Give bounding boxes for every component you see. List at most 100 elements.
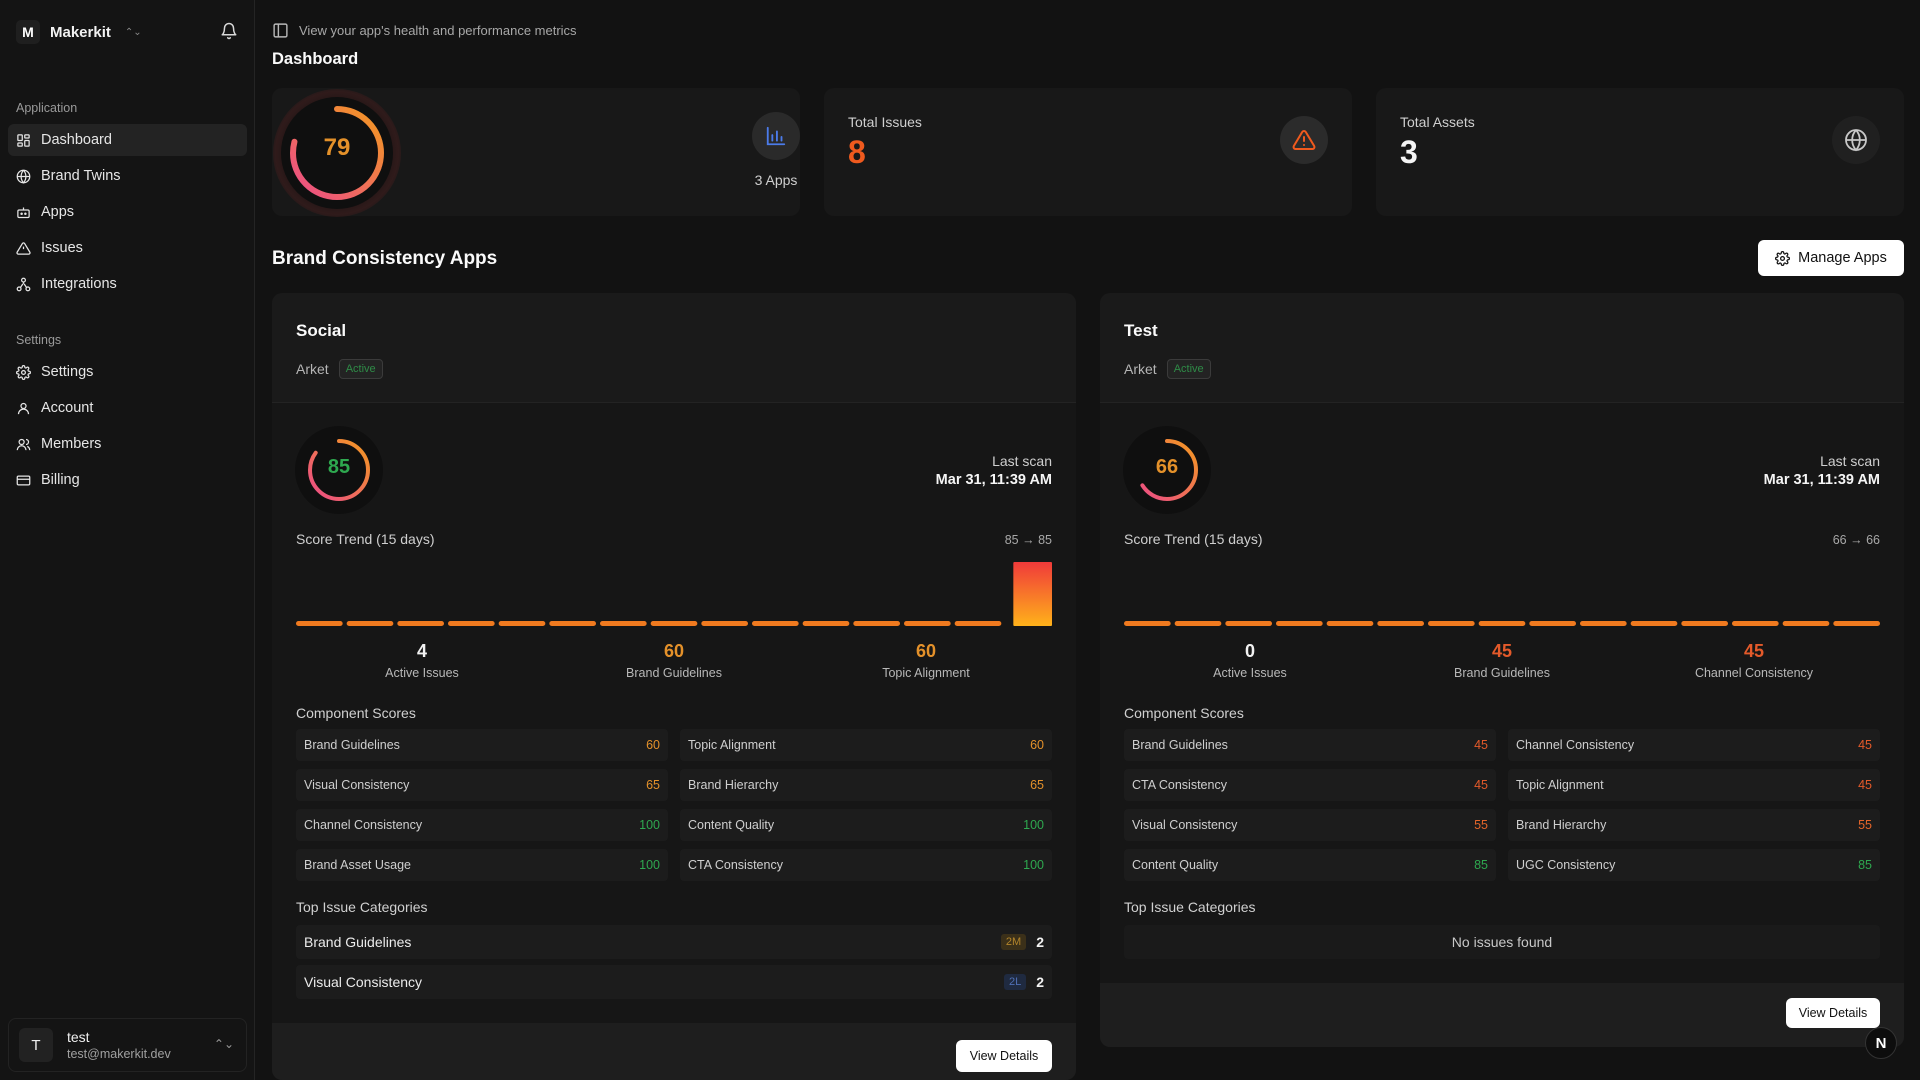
score-trend-chart bbox=[1124, 621, 1880, 626]
app-name: Test bbox=[1124, 321, 1158, 340]
trend-bar bbox=[600, 621, 647, 626]
metric-value: 60 bbox=[663, 641, 685, 661]
trend-bar bbox=[802, 621, 850, 626]
view-details-button[interactable]: View Details bbox=[1786, 998, 1880, 1028]
overall-score-ring bbox=[273, 89, 401, 217]
issue-category-row[interactable]: Visual Consistency 2L 2 bbox=[296, 965, 1052, 999]
sidebar-item-billing[interactable]: Billing bbox=[8, 464, 247, 496]
sidebar-item-dashboard[interactable]: Dashboard bbox=[8, 124, 247, 156]
globe-icon-wrap bbox=[1832, 116, 1880, 164]
trend-bar bbox=[701, 621, 748, 626]
metric-brand-guidelines: 60 Brand Guidelines bbox=[548, 641, 800, 680]
manage-apps-button[interactable]: Manage Apps bbox=[1758, 240, 1904, 276]
card-icon bbox=[16, 475, 31, 485]
top-issues-list: Brand Guidelines 2M 2 Visual Consistency… bbox=[296, 925, 1052, 1005]
component-score-row: Channel Consistency 45 bbox=[1508, 729, 1880, 761]
trend-bar bbox=[853, 621, 900, 626]
page-subtitle: View your app's health and performance m… bbox=[299, 23, 577, 38]
trend-bar bbox=[1326, 621, 1374, 626]
topbar: View your app's health and performance m… bbox=[272, 22, 577, 39]
sidebar: M Makerkit ⌃⌄ Application Dashboard Bran… bbox=[0, 0, 255, 1080]
trend-bar bbox=[296, 621, 343, 626]
sidebar-item-integrations[interactable]: Integrations bbox=[8, 268, 247, 300]
metric-value: 4 bbox=[416, 641, 427, 661]
trend-bar bbox=[1732, 621, 1779, 626]
component-name: Content Quality bbox=[688, 818, 775, 832]
component-scores: Brand Guidelines 45 Channel Consistency 45 C… bbox=[1124, 729, 1880, 881]
component-name: Brand Hierarchy bbox=[1516, 818, 1607, 832]
bot-icon bbox=[17, 207, 30, 218]
app-score-value: 85 bbox=[327, 456, 351, 478]
section-title: Brand Consistency Apps bbox=[272, 248, 498, 269]
component-score-row: Brand Hierarchy 55 bbox=[1508, 809, 1880, 841]
sidebar-item-label: Account bbox=[41, 400, 94, 416]
component-score-row: Brand Hierarchy 65 bbox=[680, 769, 1052, 801]
gear-icon bbox=[16, 364, 31, 380]
component-score: 85 bbox=[1858, 858, 1872, 872]
sidebar-item-account[interactable]: Account bbox=[8, 392, 247, 424]
sidebar-item-settings[interactable]: Settings bbox=[8, 356, 247, 388]
total-assets-card: Total Assets 3 bbox=[1376, 88, 1904, 216]
assistant-fab[interactable]: N bbox=[1865, 1027, 1897, 1059]
component-score-row: Brand Guidelines 60 bbox=[296, 729, 668, 761]
app-card-footer: View Details bbox=[1100, 983, 1904, 1047]
user-icon bbox=[17, 402, 30, 414]
gear-icon bbox=[1775, 250, 1791, 266]
component-score: 45 bbox=[1474, 778, 1488, 792]
sidebar-item-issues[interactable]: Issues bbox=[8, 232, 247, 264]
component-score: 100 bbox=[639, 818, 660, 832]
component-name: Brand Guidelines bbox=[1132, 738, 1228, 752]
trend-bar bbox=[448, 621, 495, 626]
metric-active-issues: 0 Active Issues bbox=[1124, 641, 1376, 680]
component-scores-title: Component Scores bbox=[296, 705, 416, 721]
overall-score-card: 79 3 Apps bbox=[272, 88, 800, 217]
key-metrics: 0 Active Issues 45 Brand Guidelines 45 C… bbox=[1124, 641, 1880, 680]
component-score: 45 bbox=[1858, 778, 1872, 792]
dashboard-icon bbox=[17, 133, 30, 147]
component-score-row: Brand Guidelines 45 bbox=[1124, 729, 1496, 761]
metric-value: 60 bbox=[915, 641, 937, 661]
sidebar-item-members[interactable]: Members bbox=[8, 428, 247, 460]
org-name: Makerkit bbox=[50, 23, 111, 41]
metric-brand-guidelines: 45 Brand Guidelines bbox=[1376, 641, 1628, 680]
component-name: UGC Consistency bbox=[1516, 858, 1616, 872]
sidebar-item-brand-twins[interactable]: Brand Twins bbox=[8, 160, 247, 192]
component-score: 65 bbox=[1030, 778, 1044, 792]
component-name: Topic Alignment bbox=[688, 738, 776, 752]
issue-count: 2 bbox=[1036, 974, 1044, 990]
view-details-button[interactable]: View Details bbox=[956, 1040, 1052, 1072]
issue-category-row[interactable]: Brand Guidelines 2M 2 bbox=[296, 925, 1052, 959]
component-name: CTA Consistency bbox=[1132, 778, 1227, 792]
org-switcher[interactable]: M Makerkit ⌃⌄ bbox=[16, 20, 142, 44]
issue-count: 2 bbox=[1036, 934, 1044, 950]
component-score-row: Content Quality 85 bbox=[1124, 849, 1496, 881]
sidebar-item-apps[interactable]: Apps bbox=[8, 196, 247, 228]
component-name: Brand Guidelines bbox=[304, 738, 400, 752]
component-score: 45 bbox=[1858, 738, 1872, 752]
trend-bar bbox=[1529, 621, 1576, 626]
warning-icon-wrap bbox=[1280, 116, 1328, 164]
sidebar-toggle-icon[interactable] bbox=[272, 22, 289, 39]
user-menu[interactable]: T test test@makerkit.dev ⌃⌄ bbox=[8, 1018, 247, 1072]
score-trend-chart bbox=[296, 562, 1052, 626]
metric-value: 45 bbox=[1743, 641, 1765, 661]
chart-icon-wrap bbox=[752, 112, 800, 160]
chevron-up-down-icon: ⌃⌄ bbox=[124, 26, 142, 38]
sidebar-item-label: Settings bbox=[41, 364, 94, 380]
status-badge: Active bbox=[1166, 359, 1211, 379]
trend-bar bbox=[1833, 621, 1880, 626]
component-score-row: Channel Consistency 100 bbox=[296, 809, 668, 841]
integrations-icon bbox=[16, 277, 31, 291]
metric-value: 0 bbox=[1244, 641, 1255, 661]
component-name: Content Quality bbox=[1132, 858, 1219, 872]
app-card-test: Test Arket Active 66 Last scan Mar 31, 1… bbox=[1100, 293, 1904, 1047]
issue-category-name: Brand Guidelines bbox=[304, 934, 412, 950]
trend-range: 66 → 66 bbox=[1832, 533, 1880, 547]
user-name: test bbox=[67, 1029, 90, 1045]
bell-icon[interactable] bbox=[220, 22, 238, 40]
sidebar-item-label: Members bbox=[41, 436, 102, 452]
trend-bar bbox=[1124, 621, 1171, 626]
severity-badge: 2M bbox=[1000, 934, 1027, 950]
last-scan-time: Mar 31, 11:39 AM bbox=[1763, 472, 1880, 488]
component-score-row: Topic Alignment 45 bbox=[1508, 769, 1880, 801]
